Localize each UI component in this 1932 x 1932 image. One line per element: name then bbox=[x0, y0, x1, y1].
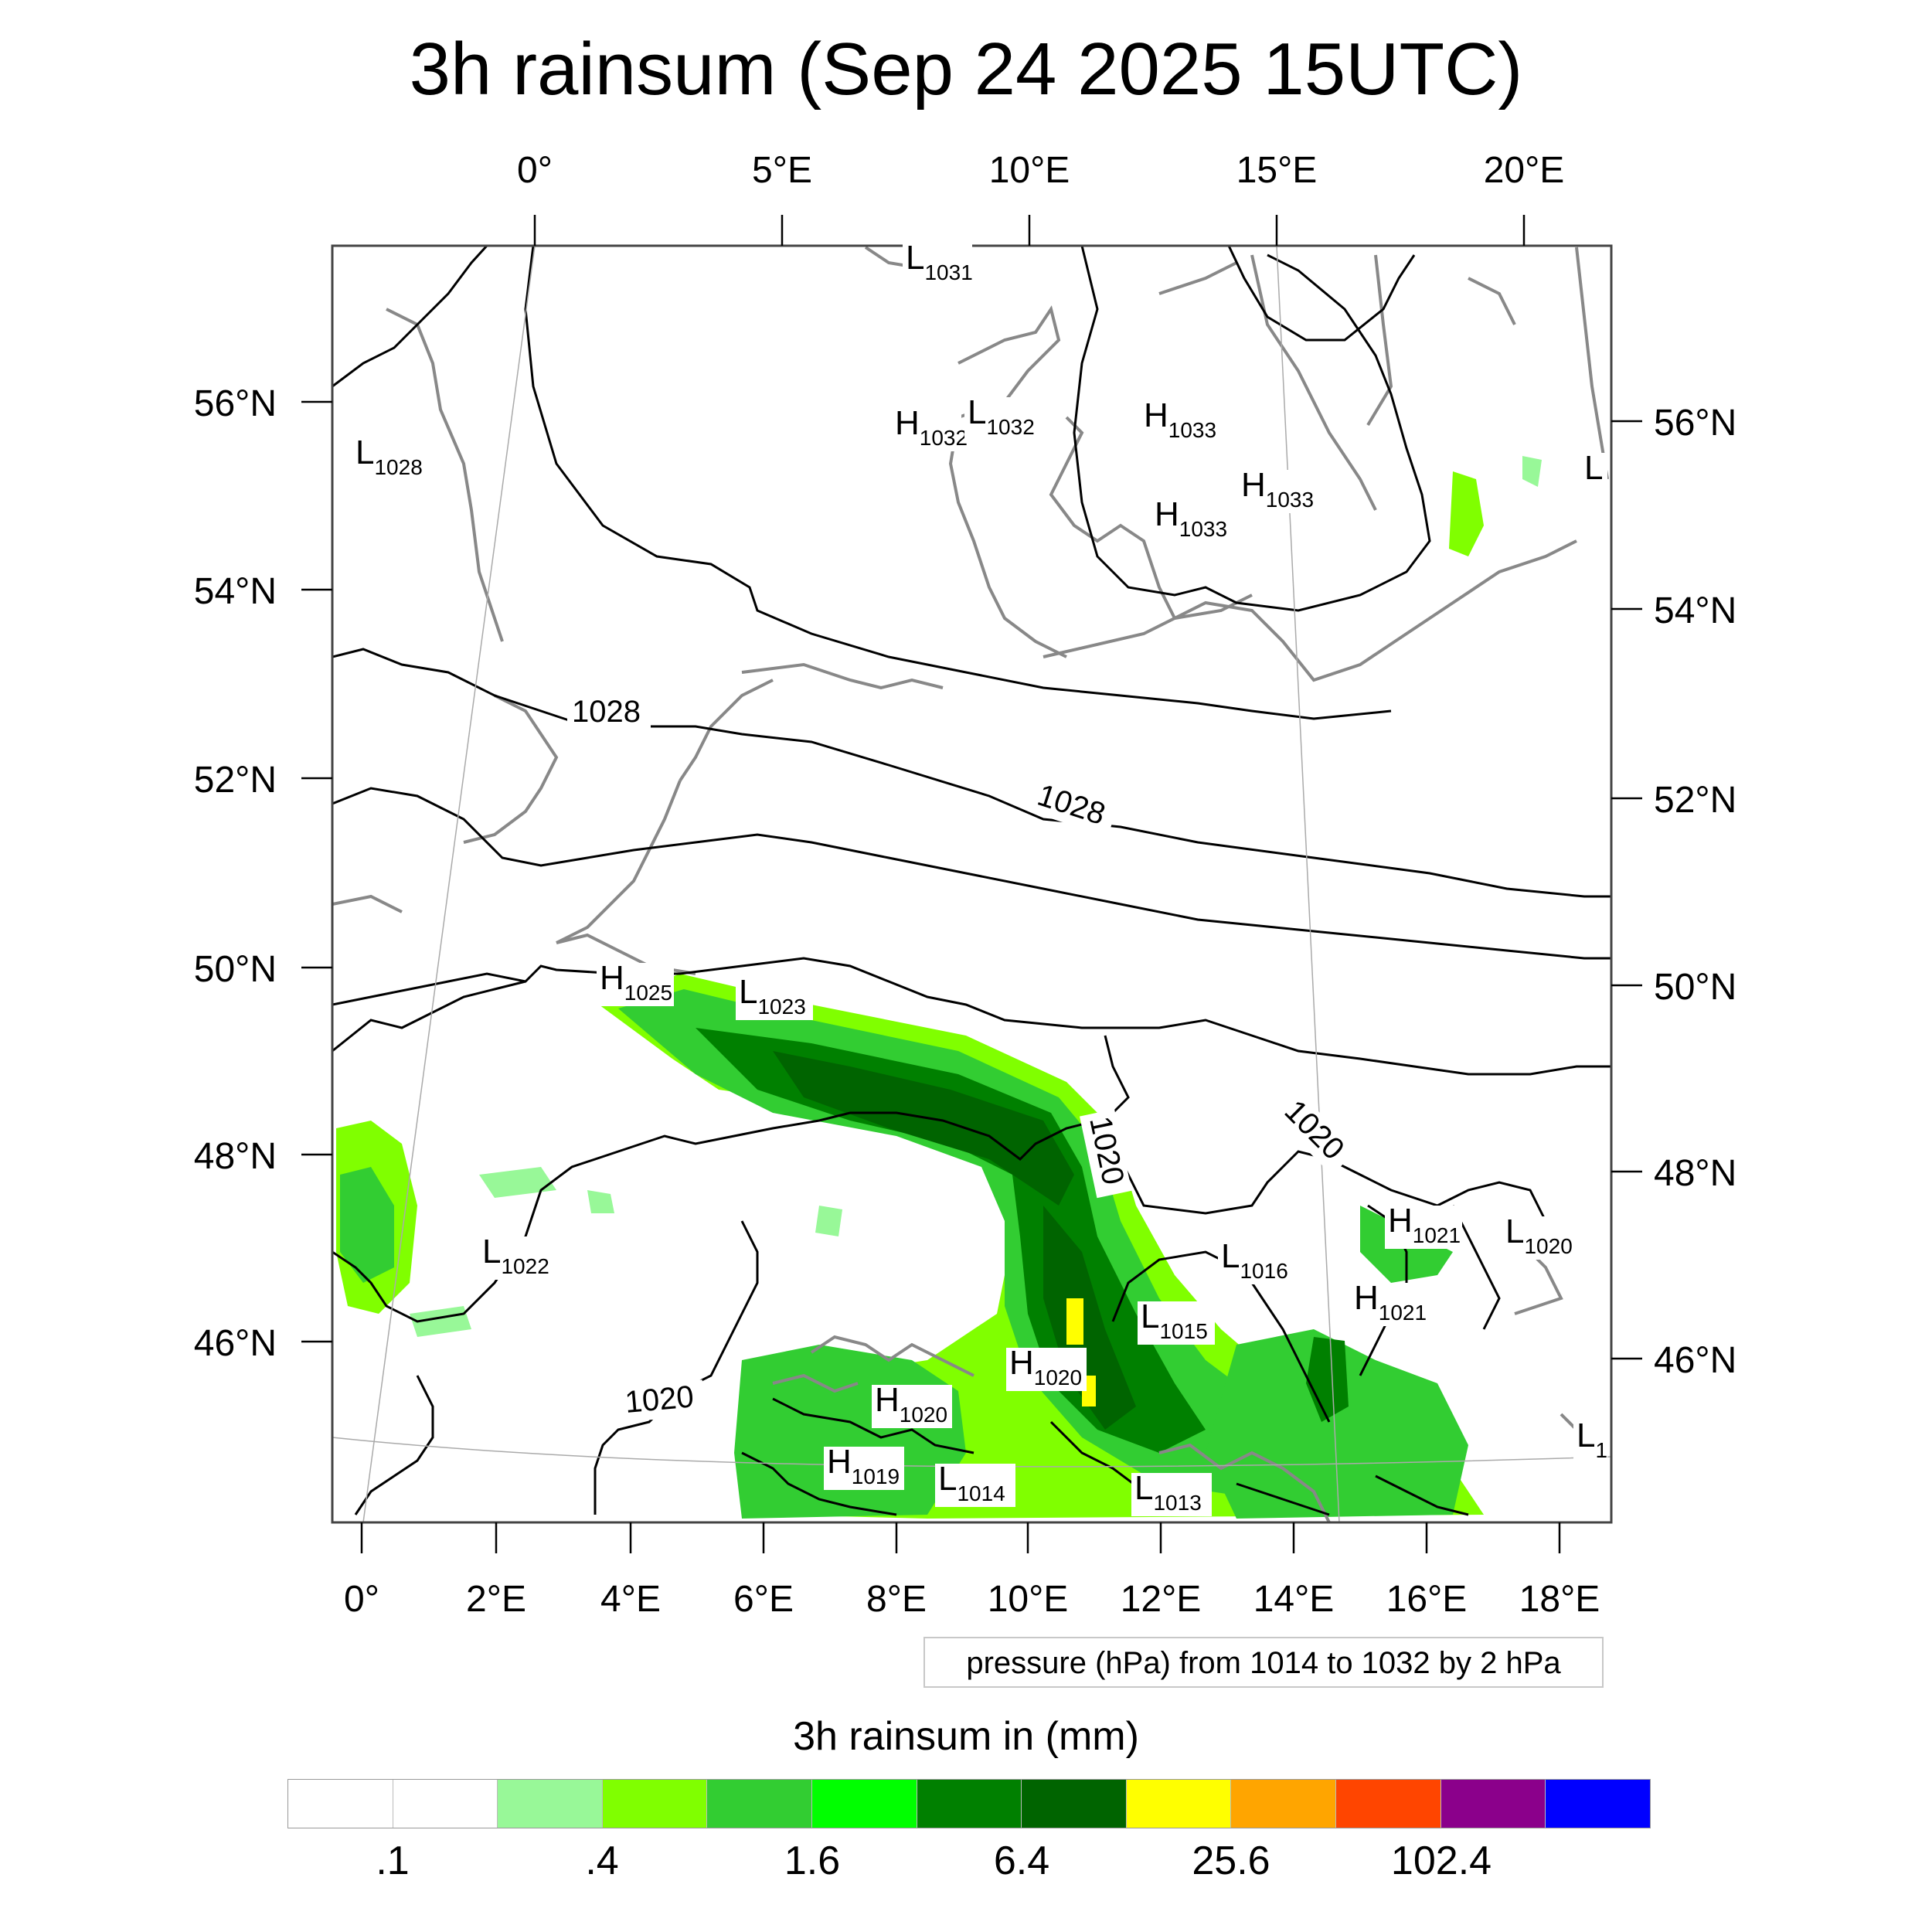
pressure-center-label: H1020 bbox=[875, 1381, 947, 1427]
pressure-center-label: L1014 bbox=[938, 1460, 1005, 1505]
pressure-center-label: L1013 bbox=[1134, 1469, 1202, 1515]
precipitation-field bbox=[336, 456, 1542, 1519]
pressure-centers: L1031 H1032 L1032 H1033 H1033 H1033 L102… bbox=[352, 239, 1607, 1516]
rain-west-scatter bbox=[410, 1306, 471, 1337]
pressure-center-label: H1021 bbox=[1354, 1279, 1427, 1325]
colorbar bbox=[287, 1779, 1651, 1828]
colorbar-swatch bbox=[288, 1780, 393, 1828]
left-lat-label: 48°N bbox=[194, 1136, 277, 1177]
isobar-label: 1028 bbox=[572, 695, 641, 729]
pressure-center-label: H1020 bbox=[1009, 1344, 1082, 1389]
rain-center-scatter-2 bbox=[587, 1190, 614, 1213]
colorbar-label: 1.6 bbox=[784, 1838, 841, 1883]
bottom-lon-label: 14°E bbox=[1253, 1579, 1335, 1620]
right-lat-label: 50°N bbox=[1654, 967, 1736, 1008]
right-lat-label: 54°N bbox=[1654, 590, 1736, 631]
bottom-lon-label: 8°E bbox=[866, 1579, 927, 1620]
colorbar-swatch bbox=[1022, 1780, 1127, 1828]
pressure-center-label: L1023 bbox=[739, 973, 806, 1019]
rain-baltic bbox=[1449, 471, 1484, 556]
contour-info-box: pressure (hPa) from 1014 to 1032 by 2 hP… bbox=[923, 1637, 1604, 1688]
rain-band-medium bbox=[618, 989, 1391, 1507]
colorbar-swatch bbox=[1440, 1780, 1546, 1828]
right-lat-label: 48°N bbox=[1654, 1153, 1736, 1194]
colorbar-swatch bbox=[707, 1780, 813, 1828]
pressure-center-label: L1 bbox=[1577, 1417, 1607, 1462]
rain-center-scatter bbox=[479, 1167, 556, 1198]
colorbar-title: 3h rainsum in (mm) bbox=[793, 1714, 1139, 1759]
pressure-center-label: H1021 bbox=[1388, 1202, 1461, 1247]
pressure-center-label: H1019 bbox=[827, 1443, 900, 1488]
bottom-lon-labels: 0° 2°E 4°E 6°E 8°E 10°E 12°E 14°E 16°E 1… bbox=[344, 1579, 1600, 1620]
bottom-lon-label: 12°E bbox=[1121, 1579, 1202, 1620]
colorbar-swatch bbox=[1546, 1780, 1650, 1828]
left-lat-labels: 56°N 54°N 52°N 50°N 48°N 46°N bbox=[194, 383, 277, 1364]
rain-cell-east bbox=[1306, 1337, 1349, 1422]
top-lon-label: 20°E bbox=[1484, 150, 1565, 191]
pressure-center-label: H1025 bbox=[600, 959, 672, 1005]
right-lat-label: 56°N bbox=[1654, 403, 1736, 444]
colorbar-swatch bbox=[1126, 1780, 1232, 1828]
right-lat-labels: 56°N 54°N 52°N 50°N 48°N 46°N bbox=[1654, 403, 1736, 1381]
pressure-center-label: H1032 bbox=[895, 404, 968, 450]
rain-max-yellow bbox=[1066, 1298, 1083, 1345]
bottom-lon-label: 6°E bbox=[733, 1579, 794, 1620]
left-lat-label: 50°N bbox=[194, 949, 277, 990]
pressure-center-label: L bbox=[1584, 449, 1603, 487]
colorbar-swatch bbox=[1231, 1780, 1337, 1828]
bottom-lon-label: 4°E bbox=[600, 1579, 661, 1620]
pressure-center-label: H1033 bbox=[1144, 396, 1216, 442]
top-lon-label: 10°E bbox=[989, 150, 1070, 191]
rain-center-scatter-3 bbox=[815, 1206, 842, 1236]
left-lat-label: 46°N bbox=[194, 1323, 277, 1364]
left-lat-label: 52°N bbox=[194, 760, 277, 801]
top-lon-labels: 0° 5°E 10°E 15°E 20°E bbox=[517, 150, 1564, 191]
tick-marks bbox=[301, 215, 1642, 1553]
top-lon-label: 0° bbox=[517, 150, 553, 191]
pressure-center-label: L1016 bbox=[1221, 1237, 1288, 1283]
pressure-center-label: L1028 bbox=[355, 434, 423, 479]
pressure-center-label: L1020 bbox=[1505, 1213, 1573, 1258]
top-lon-label: 5°E bbox=[752, 150, 812, 191]
left-lat-label: 56°N bbox=[194, 383, 277, 424]
colorbar-swatch bbox=[812, 1780, 917, 1828]
colorbar-label: .1 bbox=[376, 1838, 410, 1883]
colorbar-label: 102.4 bbox=[1390, 1838, 1492, 1883]
pressure-center-label: L1022 bbox=[482, 1233, 549, 1278]
colorbar-label: 6.4 bbox=[993, 1838, 1050, 1883]
isobar-labels: 1028 1028 1020 1020 1020 bbox=[567, 695, 1358, 1423]
colorbar-swatch bbox=[917, 1780, 1022, 1828]
right-lat-label: 46°N bbox=[1654, 1340, 1736, 1381]
rain-south-east bbox=[1206, 1329, 1468, 1519]
bottom-lon-label: 16°E bbox=[1386, 1579, 1468, 1620]
bottom-lon-label: 18°E bbox=[1519, 1579, 1600, 1620]
pressure-center-label: L1015 bbox=[1141, 1298, 1208, 1343]
top-lon-label: 15°E bbox=[1236, 150, 1318, 191]
colorbar-swatch bbox=[602, 1780, 708, 1828]
bottom-lon-label: 0° bbox=[344, 1579, 379, 1620]
colorbar-swatch bbox=[498, 1780, 603, 1828]
colorbar-swatch bbox=[393, 1780, 498, 1828]
colorbar-swatch bbox=[1336, 1780, 1441, 1828]
pressure-center-label: H1033 bbox=[1241, 466, 1314, 512]
colorbar-label: .4 bbox=[585, 1838, 619, 1883]
chart-title: 3h rainsum (Sep 24 2025 15UTC) bbox=[409, 28, 1523, 111]
pressure-center-label: L1031 bbox=[906, 239, 973, 284]
colorbar-label: 25.6 bbox=[1192, 1838, 1270, 1883]
bottom-lon-label: 10°E bbox=[988, 1579, 1069, 1620]
rain-baltic-2 bbox=[1522, 456, 1542, 487]
pressure-center-label: H1033 bbox=[1155, 495, 1227, 541]
rain-west-coast-inner bbox=[340, 1167, 394, 1283]
bottom-lon-label: 2°E bbox=[466, 1579, 526, 1620]
left-lat-label: 54°N bbox=[194, 571, 277, 612]
rain-band-core bbox=[773, 1051, 1074, 1206]
pressure-center-label: L1032 bbox=[968, 393, 1035, 439]
isobar-label: 1020 bbox=[624, 1379, 695, 1420]
right-lat-label: 52°N bbox=[1654, 780, 1736, 821]
